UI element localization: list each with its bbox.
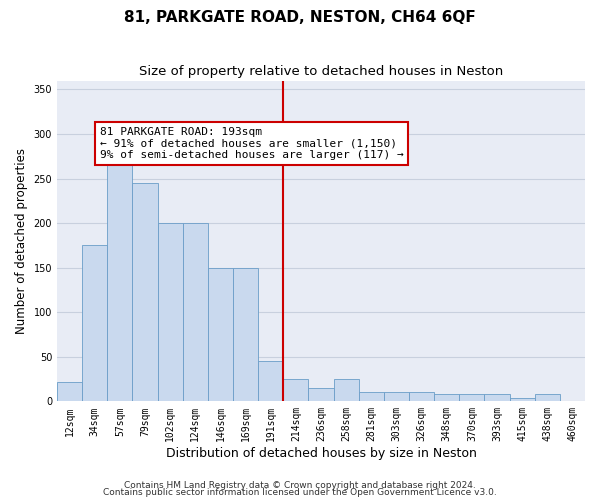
Bar <box>233 268 258 402</box>
Bar <box>359 392 384 402</box>
Bar <box>208 268 233 402</box>
Bar <box>459 394 484 402</box>
Text: Contains HM Land Registry data © Crown copyright and database right 2024.: Contains HM Land Registry data © Crown c… <box>124 480 476 490</box>
Text: Contains public sector information licensed under the Open Government Licence v3: Contains public sector information licen… <box>103 488 497 497</box>
Bar <box>133 183 158 402</box>
Bar <box>434 394 459 402</box>
Bar <box>535 394 560 402</box>
Bar <box>334 379 359 402</box>
Bar <box>158 223 183 402</box>
Bar <box>384 392 409 402</box>
X-axis label: Distribution of detached houses by size in Neston: Distribution of detached houses by size … <box>166 447 476 460</box>
Title: Size of property relative to detached houses in Neston: Size of property relative to detached ho… <box>139 65 503 78</box>
Bar <box>57 382 82 402</box>
Bar <box>509 398 535 402</box>
Bar <box>283 379 308 402</box>
Bar <box>183 223 208 402</box>
Text: 81, PARKGATE ROAD, NESTON, CH64 6QF: 81, PARKGATE ROAD, NESTON, CH64 6QF <box>124 10 476 25</box>
Bar <box>82 246 107 402</box>
Text: 81 PARKGATE ROAD: 193sqm
← 91% of detached houses are smaller (1,150)
9% of semi: 81 PARKGATE ROAD: 193sqm ← 91% of detach… <box>100 127 404 160</box>
Y-axis label: Number of detached properties: Number of detached properties <box>15 148 28 334</box>
Bar <box>308 388 334 402</box>
Bar <box>409 392 434 402</box>
Bar <box>107 161 133 402</box>
Bar <box>258 361 283 402</box>
Bar <box>484 394 509 402</box>
